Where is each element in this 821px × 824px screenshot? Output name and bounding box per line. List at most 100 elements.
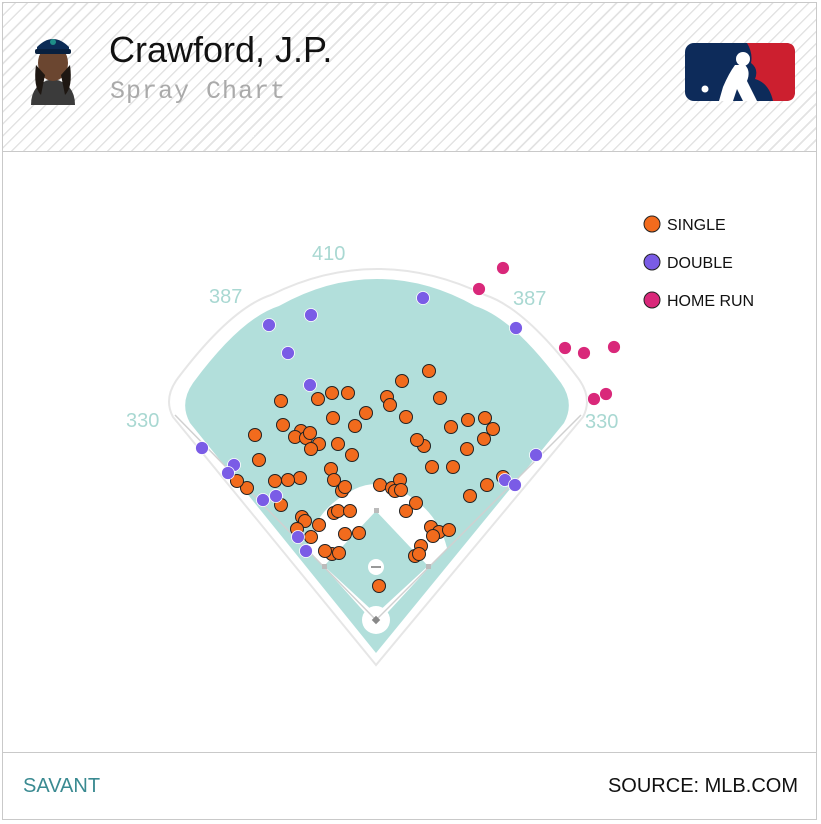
point-double <box>529 448 543 462</box>
point-single <box>276 418 290 432</box>
point-home-run <box>599 387 613 401</box>
distance-label-lf: 330 <box>126 410 159 432</box>
point-single <box>383 398 397 412</box>
outfield-grass <box>185 279 569 653</box>
point-double <box>509 321 523 335</box>
point-single <box>304 442 318 456</box>
point-single <box>293 471 307 485</box>
point-single <box>478 411 492 425</box>
point-single <box>343 504 357 518</box>
legend: SINGLE DOUBLE HOME RUN <box>643 215 754 310</box>
point-single <box>446 460 460 474</box>
point-single <box>394 483 408 497</box>
point-double <box>256 493 270 507</box>
point-home-run <box>496 261 510 275</box>
point-single <box>341 386 355 400</box>
spray-field: 330 387 410 387 330 SINGLE DOUBLE HOME R… <box>126 215 754 667</box>
point-single <box>422 364 436 378</box>
point-single <box>410 433 424 447</box>
chart-header: Crawford, J.P. Spray Chart <box>3 3 816 152</box>
point-double <box>303 378 317 392</box>
point-single <box>274 394 288 408</box>
point-home-run <box>607 340 621 354</box>
point-single <box>477 432 491 446</box>
point-single <box>332 546 346 560</box>
point-single <box>399 410 413 424</box>
player-headshot <box>31 39 75 105</box>
point-double <box>269 489 283 503</box>
distance-label-rf: 330 <box>585 411 618 433</box>
point-single <box>304 530 318 544</box>
point-single <box>395 374 409 388</box>
point-single <box>345 448 359 462</box>
legend-item-single: SINGLE <box>643 215 726 234</box>
player-name: Crawford, J.P. <box>109 29 333 70</box>
source-credit: SOURCE: MLB.COM <box>607 775 798 797</box>
chart-subtitle: Spray Chart <box>110 77 287 106</box>
point-single <box>311 392 325 406</box>
point-single <box>412 547 426 561</box>
legend-item-double: DOUBLE <box>643 253 733 272</box>
point-single <box>248 428 262 442</box>
point-double <box>299 544 313 558</box>
point-single <box>312 518 326 532</box>
batted-ball-points <box>195 261 621 593</box>
point-double <box>291 530 305 544</box>
point-single <box>268 474 282 488</box>
point-single <box>281 473 295 487</box>
point-single <box>359 406 373 420</box>
point-double <box>304 308 318 322</box>
point-home-run <box>587 392 601 406</box>
point-home-run <box>558 341 572 355</box>
point-single <box>230 474 244 488</box>
point-single <box>327 473 341 487</box>
mlb-logo-icon <box>685 43 795 101</box>
point-double <box>262 318 276 332</box>
chart-footer: SAVANT SOURCE: MLB.COM <box>3 752 816 819</box>
point-single <box>348 419 362 433</box>
point-single <box>463 489 477 503</box>
distance-label-lcf: 387 <box>209 286 242 308</box>
point-single <box>444 420 458 434</box>
point-double <box>508 478 522 492</box>
point-single <box>325 386 339 400</box>
point-double <box>195 441 209 455</box>
legend-item-home-run: HOME RUN <box>643 291 754 310</box>
legend-label-single: SINGLE <box>667 217 726 234</box>
point-double <box>281 346 295 360</box>
point-home-run <box>472 282 486 296</box>
point-single <box>352 526 366 540</box>
point-single <box>409 496 423 510</box>
point-single <box>480 478 494 492</box>
point-single <box>331 437 345 451</box>
point-single <box>252 453 266 467</box>
legend-label-home-run: HOME RUN <box>667 293 754 310</box>
point-single <box>433 391 447 405</box>
point-single <box>318 544 332 558</box>
point-single <box>372 579 386 593</box>
legend-label-double: DOUBLE <box>667 255 733 272</box>
point-double <box>221 466 235 480</box>
point-home-run <box>577 346 591 360</box>
distance-label-cf: 410 <box>312 243 345 265</box>
point-single <box>425 460 439 474</box>
point-single <box>331 504 345 518</box>
foul-line-right <box>375 414 582 621</box>
point-single <box>399 504 413 518</box>
point-single <box>373 478 387 492</box>
point-single <box>426 529 440 543</box>
point-single <box>486 422 500 436</box>
savant-brand-link[interactable]: SAVANT <box>23 775 101 797</box>
point-single <box>240 481 254 495</box>
point-single <box>442 523 456 537</box>
point-single <box>460 442 474 456</box>
distance-label-rcf: 387 <box>513 288 546 310</box>
point-single <box>338 480 352 494</box>
point-single <box>326 411 340 425</box>
distance-labels: 330 387 410 387 330 <box>126 243 618 433</box>
point-single <box>303 426 317 440</box>
point-single <box>338 527 352 541</box>
point-single <box>461 413 475 427</box>
point-double <box>416 291 430 305</box>
